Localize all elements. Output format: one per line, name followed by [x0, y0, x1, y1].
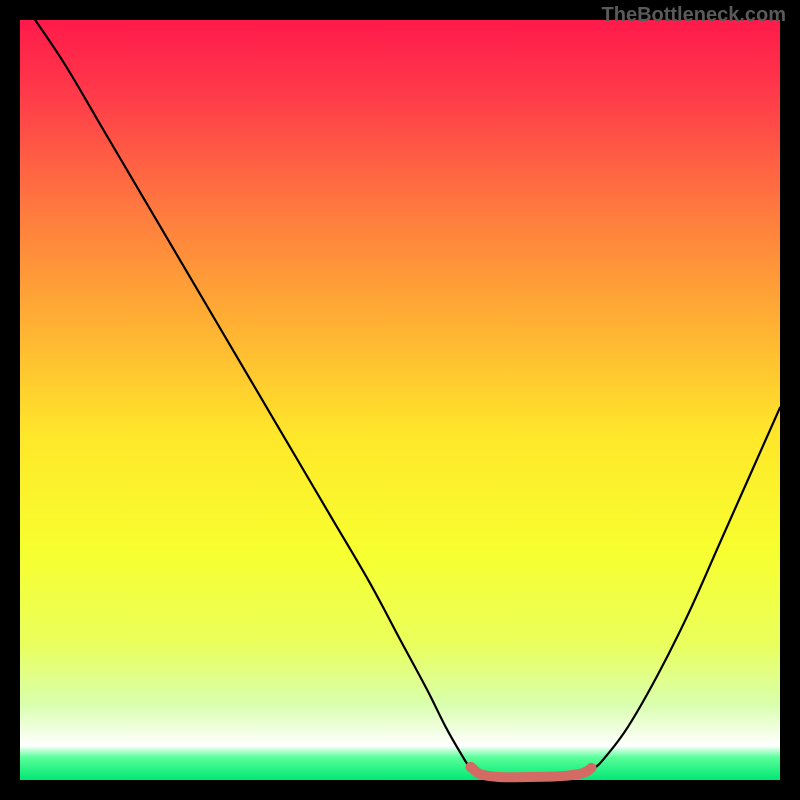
- bottleneck-chart: TheBottleneck.com: [0, 0, 800, 800]
- marker-start-dot: [465, 762, 475, 772]
- plot-area: [20, 20, 780, 780]
- chart-svg: [0, 0, 800, 800]
- watermark-text: TheBottleneck.com: [602, 4, 786, 27]
